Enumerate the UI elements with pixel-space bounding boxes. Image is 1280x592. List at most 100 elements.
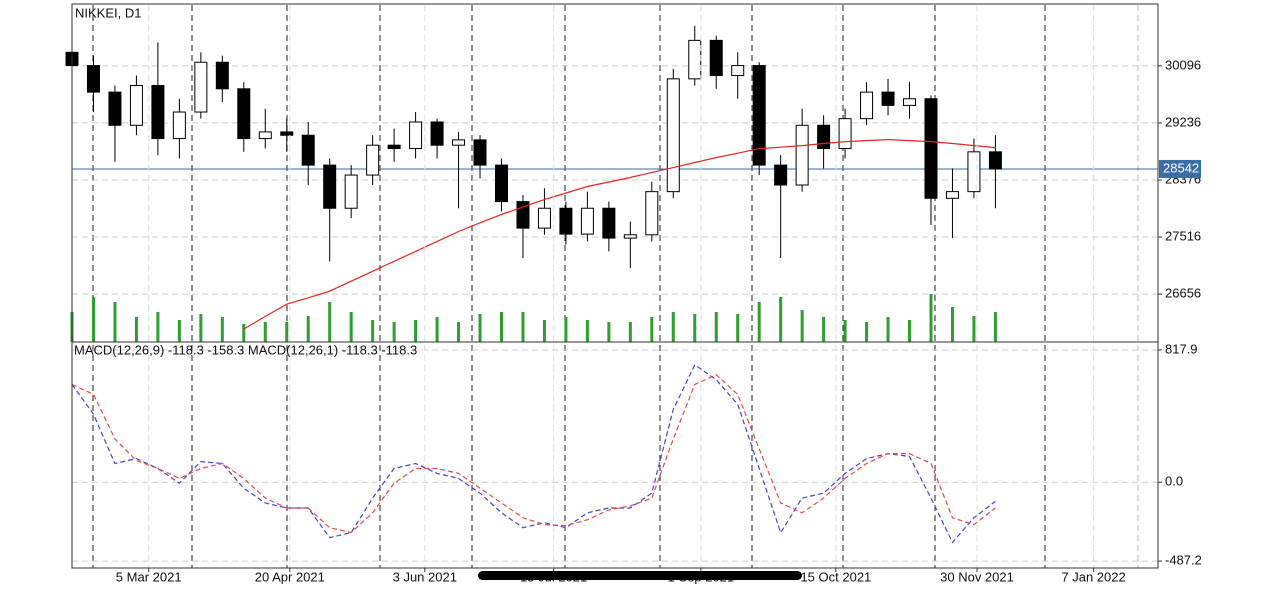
volume-bar: [371, 320, 375, 342]
candle-body: [580, 207, 594, 235]
candle-body: [881, 91, 895, 106]
candle-body: [194, 61, 208, 113]
volume-bar: [671, 312, 675, 342]
x-tick-label: 30 Nov 2021: [940, 569, 1014, 584]
candle-body: [537, 207, 551, 229]
candle-body: [430, 121, 444, 146]
volume-bar: [800, 310, 804, 342]
candle-body: [945, 191, 959, 199]
volume-bar: [607, 322, 611, 342]
candle-body: [280, 131, 294, 136]
candle-body: [688, 39, 702, 80]
volume-bar: [736, 314, 740, 342]
candle-body: [473, 139, 487, 166]
scroll-indicator: [478, 571, 802, 580]
volume-bar: [564, 317, 568, 342]
volume-bar: [843, 320, 847, 342]
volume-bar: [950, 307, 954, 342]
volume-bar: [650, 317, 654, 342]
candle-body: [344, 174, 358, 209]
candle-body: [795, 124, 809, 186]
candle-body: [817, 124, 831, 150]
volume-bar: [349, 312, 353, 342]
candle-body: [924, 98, 938, 199]
volume-bar: [585, 320, 589, 342]
volume-bar: [156, 312, 160, 342]
x-tick-label: 5 Mar 2021: [116, 569, 182, 584]
volume-bar: [392, 322, 396, 342]
volume-bar: [499, 312, 503, 342]
volume-bar: [865, 322, 869, 342]
volume-bar: [757, 302, 761, 342]
candle-body: [860, 91, 874, 120]
candle-body: [752, 65, 766, 166]
volume-bar: [113, 302, 117, 342]
volume-bar: [328, 302, 332, 342]
volume-bar: [199, 314, 203, 342]
candle-body: [967, 151, 981, 193]
chart-title: NIKKEI, D1: [75, 5, 141, 20]
volume-bar: [134, 317, 138, 342]
candle-body: [666, 78, 680, 193]
candle-body: [86, 65, 100, 93]
volume-bar: [435, 317, 439, 342]
volume-bar: [993, 312, 997, 342]
candle-body: [129, 84, 143, 126]
indicator-line: [71, 373, 996, 534]
volume-bar: [478, 314, 482, 342]
candle-body: [988, 151, 1002, 170]
candle-body: [559, 207, 573, 235]
volume-bar: [285, 322, 289, 342]
volume-bar: [242, 324, 246, 342]
candle-body: [366, 144, 380, 176]
volume-bar: [929, 294, 933, 342]
candle-body: [258, 131, 272, 140]
candle-body: [838, 118, 852, 150]
moving-average-line: [243, 138, 996, 330]
y-tick-label: 817.9: [1165, 341, 1198, 356]
y-tick-label: 0.0: [1165, 474, 1183, 489]
volume-bar: [306, 316, 310, 342]
volume-bar: [521, 312, 525, 342]
volume-bar: [457, 322, 461, 342]
volume-bar: [177, 320, 181, 342]
volume-bar: [822, 317, 826, 342]
x-tick-label: 3 Jun 2021: [393, 569, 457, 584]
y-tick-label: 27516: [1165, 228, 1201, 243]
volume-bar: [693, 314, 697, 342]
candle-body: [387, 144, 401, 150]
last-price-label: 28542: [1163, 160, 1199, 175]
candle-body: [215, 61, 229, 90]
chart-frame: [71, 3, 1159, 569]
y-tick-label: 30096: [1165, 57, 1201, 72]
volume-bar: [263, 322, 267, 342]
candle-body: [323, 164, 337, 209]
volume-bar: [972, 316, 976, 342]
x-tick-label: 7 Jan 2022: [1061, 569, 1125, 584]
volume-bar: [886, 317, 890, 342]
volume-bar: [542, 320, 546, 342]
volume-bar: [908, 320, 912, 342]
candle-body: [903, 98, 917, 106]
volume-bar: [414, 320, 418, 342]
candle-body: [452, 139, 466, 146]
candle-body: [237, 88, 251, 140]
volume-bar: [779, 297, 783, 342]
candle-body: [709, 39, 723, 77]
y-tick-label: 29236: [1165, 114, 1201, 129]
x-tick-label: 20 Apr 2021: [255, 569, 325, 584]
candle-body: [151, 84, 165, 140]
last-price-box: [1159, 159, 1201, 178]
candle-body: [645, 191, 659, 236]
candle-body: [301, 134, 315, 166]
candle-body: [494, 164, 508, 203]
volume-bar: [628, 322, 632, 342]
candle-body: [172, 111, 186, 140]
indicator-line: [71, 363, 996, 544]
candle-body: [731, 65, 745, 77]
volume-bar: [714, 312, 718, 342]
candle-body: [774, 164, 788, 186]
x-tick-label: 15 Oct 2021: [800, 569, 871, 584]
